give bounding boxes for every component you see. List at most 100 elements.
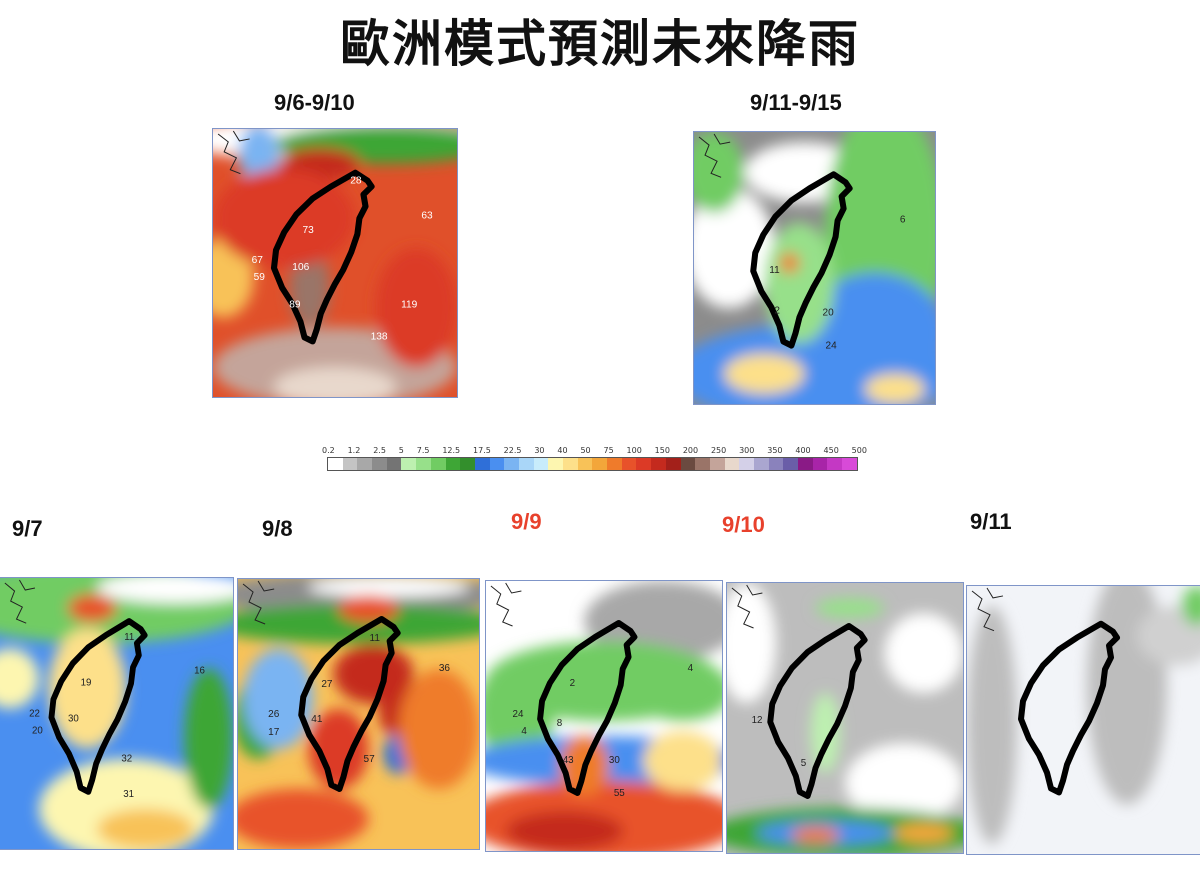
- colorbar-tick-label: 22.5: [503, 446, 522, 455]
- rainfall-area: [274, 367, 396, 397]
- rainfall-area: [584, 581, 722, 661]
- rainfall-value-label: 26: [268, 709, 280, 720]
- rainfall-area: [289, 248, 330, 328]
- rainfall-map-9-11-9-15: 11 2 20 24 6: [693, 131, 936, 405]
- colorbar-swatch: [504, 458, 519, 470]
- rainfall-value-label: 19: [81, 677, 92, 688]
- rainfall-area: [779, 252, 800, 274]
- rainfall-value-label: 138: [371, 332, 388, 343]
- rainfall-area: [505, 811, 624, 851]
- slide-title: 歐洲模式預測未來降雨: [340, 15, 860, 73]
- taiwan-outline: [750, 171, 853, 349]
- rainfall-value-label: 32: [121, 754, 132, 765]
- colorbar-ticks: 0.2 1.2 2.5 5 7.5 12.5 17.5 22.5 30 40 50 75 100 150 2…: [322, 446, 867, 455]
- rainfall-value-label: 57: [364, 754, 376, 765]
- rainfall-area: [727, 583, 777, 703]
- rainfall-value-label: 17: [268, 727, 280, 738]
- rainfall-value-label: 30: [609, 755, 620, 766]
- colorbar-swatch: [636, 458, 652, 470]
- colorbar-swatch: [724, 458, 740, 470]
- colorbar-tick-label: 100: [626, 446, 642, 455]
- taiwan-outline: [270, 169, 375, 345]
- rainfall-map-9-9: 2 8 24 4 43 30 55 4: [485, 580, 723, 852]
- rainfall-area: [1182, 586, 1200, 626]
- colorbar-tick-label: 400: [795, 446, 811, 455]
- rainfall-area: [308, 579, 469, 597]
- colorbar-swatch: [416, 458, 431, 470]
- rainfall-value-label: 24: [513, 709, 524, 720]
- rainfall-area: [815, 598, 885, 618]
- china-coastline: [242, 580, 275, 625]
- rainfall-value-label: 4: [521, 726, 527, 737]
- rainfall-area: [884, 613, 963, 693]
- rainfall-value-label: 11: [124, 632, 134, 643]
- rainfall-value-label: 106: [292, 262, 309, 273]
- colorbar-swatch: [357, 458, 373, 470]
- china-coastline: [971, 587, 1004, 632]
- colorbar-swatch: [592, 458, 608, 470]
- rainfall-value-label: 24: [826, 341, 838, 352]
- colorbar-swatch: [695, 458, 710, 470]
- rainfall-area: [633, 661, 722, 721]
- rainfall-map-9-6-9-10: 28 73 106 67 59 89 119 138 63: [212, 128, 458, 398]
- colorbar-swatch: [665, 458, 681, 470]
- taiwan-outline: [1018, 620, 1120, 796]
- china-coastline: [731, 584, 763, 629]
- rainfall-area: [67, 594, 117, 623]
- colorbar-swatch: [533, 458, 549, 470]
- colorbar-tick-label: 500: [851, 446, 867, 455]
- rainfall-value-label: 89: [289, 300, 301, 311]
- rainfall-value-label: 43: [563, 755, 574, 766]
- rainfall-area: [243, 649, 314, 749]
- rainfall-area: [764, 222, 835, 344]
- rainfall-area: [338, 595, 399, 623]
- rainfall-area: [97, 578, 233, 604]
- map-label-9-7: 9/7: [12, 516, 43, 541]
- rainfall-area: [967, 605, 1017, 845]
- rainfall-map-9-8: 11 27 41 26 17 57 36: [237, 578, 480, 850]
- colorbar-swatch: [842, 458, 857, 470]
- rainfall-value-label: 4: [688, 663, 694, 674]
- rainfall-area: [375, 248, 457, 368]
- rainfall-area: [48, 628, 127, 749]
- rainfall-value-label: 119: [401, 300, 418, 311]
- china-coastline: [490, 582, 522, 627]
- china-coastline: [698, 133, 731, 178]
- map-label-9-8: 9/8: [262, 516, 293, 541]
- colorbar-swatch: [563, 458, 578, 470]
- colorbar-swatch: [372, 458, 387, 470]
- rainfall-value-label: 73: [302, 225, 314, 236]
- rainfall-map-9-10: 12 5: [726, 582, 964, 854]
- rainfall-value-label: 36: [439, 663, 451, 674]
- colorbar-tick-label: 250: [710, 446, 727, 455]
- colorbar-tick-label: 40: [557, 446, 568, 455]
- china-coastline: [217, 130, 250, 175]
- colorbar-swatch: [474, 458, 490, 470]
- rainfall-value-label: 55: [614, 788, 625, 799]
- colorbar-swatch: [460, 458, 475, 470]
- colorbar-tick-label: 7.5: [416, 446, 430, 455]
- rainfall-value-label: 59: [254, 272, 266, 283]
- colorbar-tick-label: 30: [534, 446, 545, 455]
- colorbar-swatch: [812, 458, 828, 470]
- rainfall-area: [894, 823, 954, 843]
- colorbar-tick-label: 17.5: [473, 446, 491, 455]
- colorbar-swatch: [753, 458, 769, 470]
- rainfall-area: [810, 693, 841, 773]
- rainfall-value-label: 20: [32, 725, 43, 736]
- colorbar-tick-label: 0.2: [322, 446, 335, 455]
- rainfall-value-label: 20: [823, 307, 835, 318]
- rainfall-area: [97, 808, 195, 849]
- rainfall-value-label: 11: [370, 633, 381, 644]
- colorbar-swatch: [621, 458, 637, 470]
- colorbar-swatch: [680, 458, 696, 470]
- rainfall-area: [790, 827, 841, 843]
- colorbar-tick-label: 150: [654, 446, 670, 455]
- colorbar-tick-label: 1.2: [347, 446, 361, 455]
- rainfall-colorbar: [327, 457, 858, 471]
- rainfall-area: [398, 669, 479, 789]
- colorbar-swatch: [386, 458, 402, 470]
- rainfall-value-label: 6: [900, 215, 906, 226]
- rainfall-area: [238, 789, 369, 849]
- map-label-9-11-9-15: 9/11-9/15: [750, 90, 842, 115]
